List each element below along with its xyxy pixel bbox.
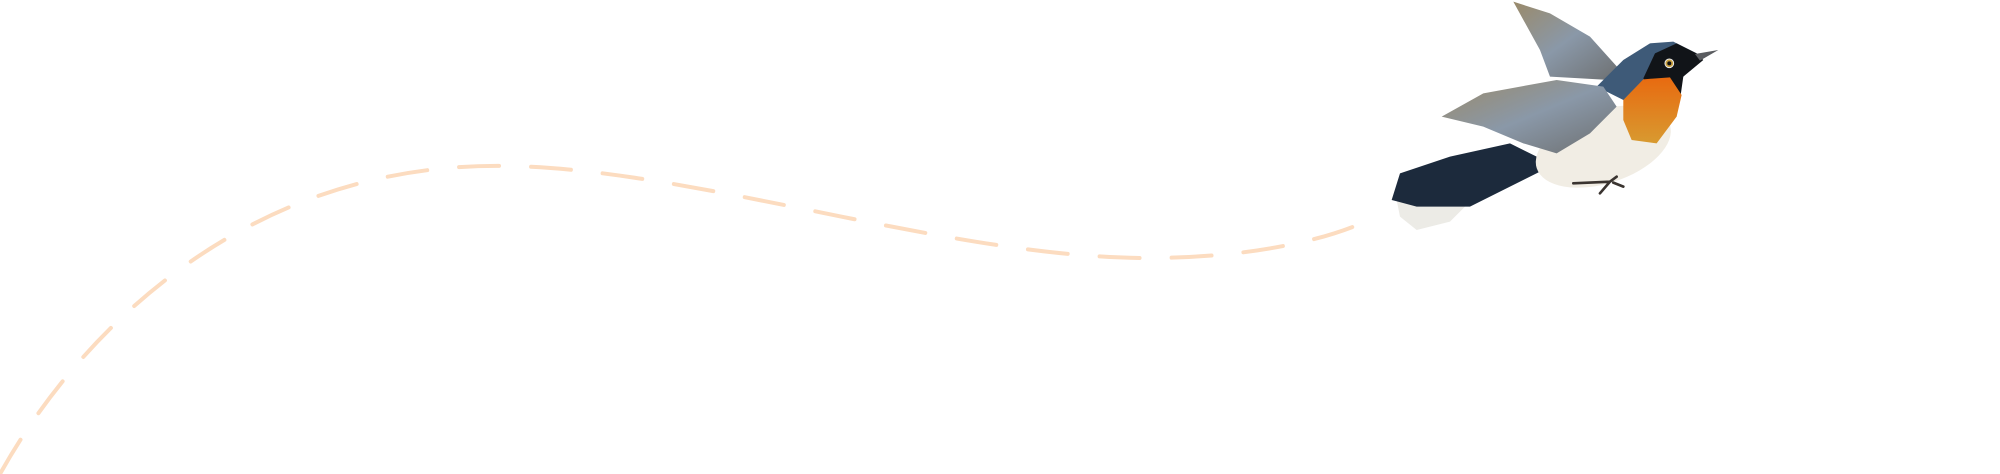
face-mask	[1643, 43, 1704, 100]
upper-wing	[1513, 1, 1620, 80]
throat	[1623, 77, 1682, 144]
beak	[1694, 49, 1719, 61]
tail-tips	[1396, 199, 1470, 230]
lower-wing	[1441, 79, 1617, 154]
tail	[1391, 143, 1550, 207]
dashed-flight-path	[0, 163, 1357, 474]
legs	[1571, 175, 1625, 195]
bird-icon	[1391, 1, 1719, 230]
pupil	[1667, 61, 1672, 66]
